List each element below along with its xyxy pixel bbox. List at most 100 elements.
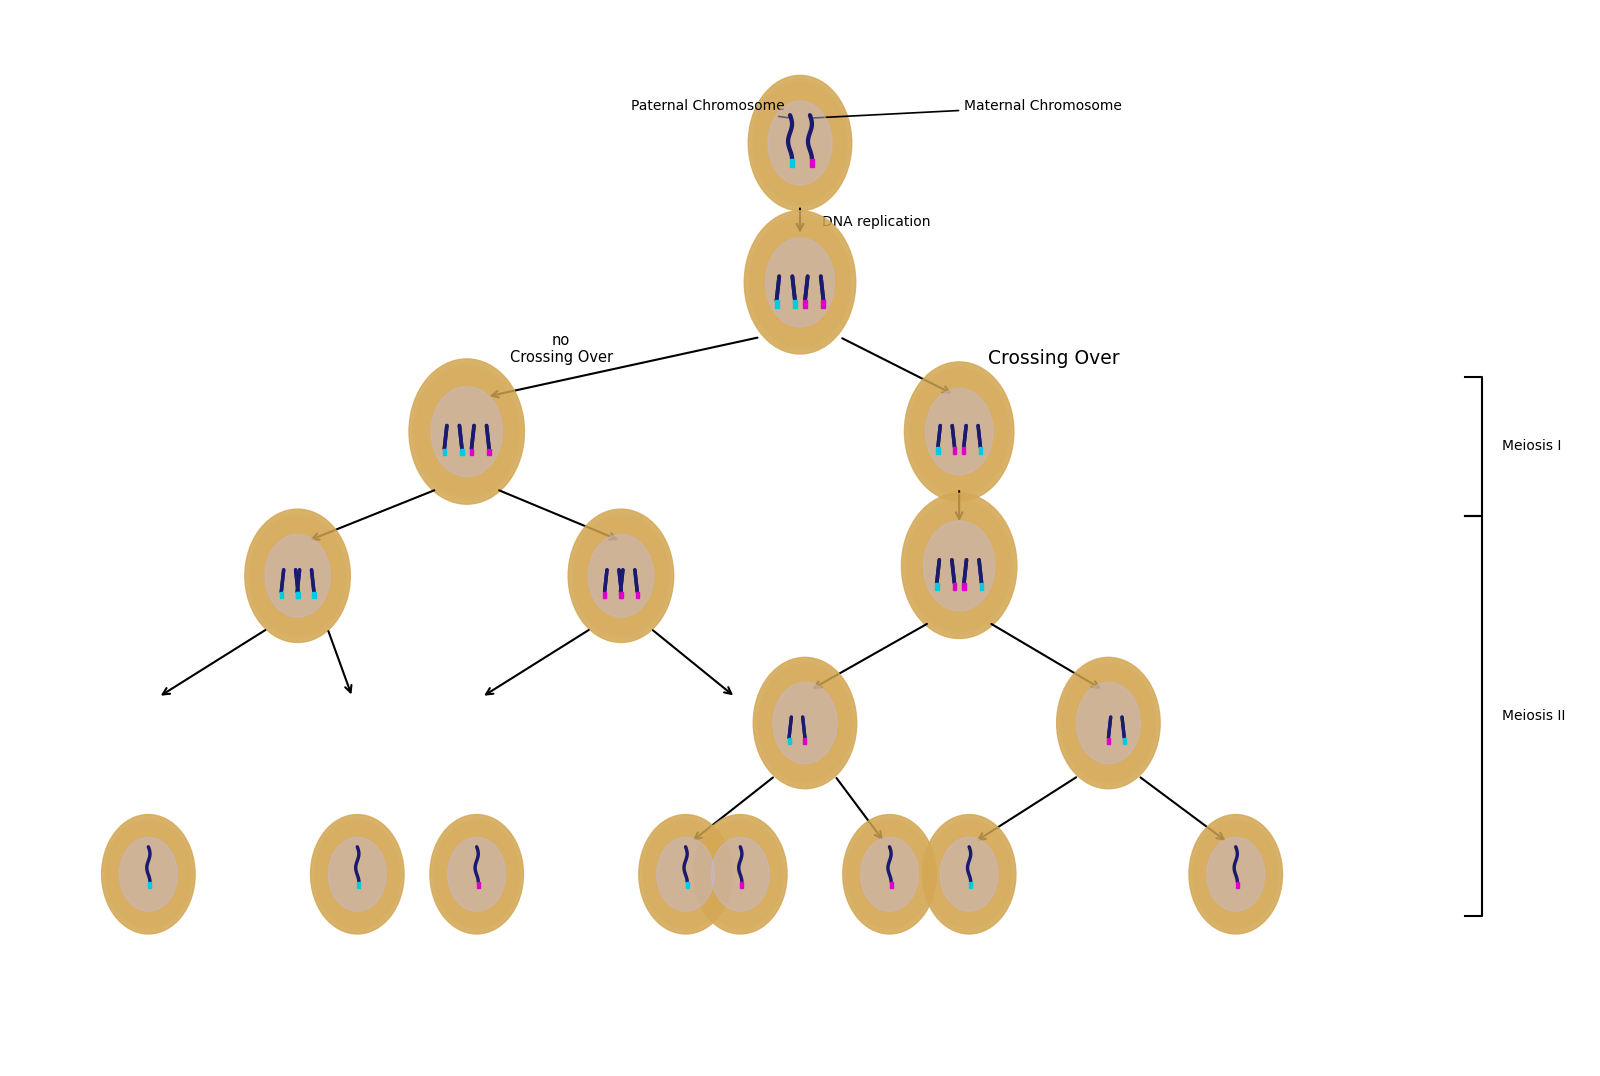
Ellipse shape: [102, 815, 195, 934]
Ellipse shape: [747, 214, 853, 351]
Ellipse shape: [432, 818, 522, 931]
Ellipse shape: [589, 535, 654, 618]
Ellipse shape: [416, 368, 517, 495]
Ellipse shape: [1190, 816, 1282, 933]
FancyBboxPatch shape: [962, 583, 966, 590]
Ellipse shape: [106, 819, 192, 930]
Ellipse shape: [1077, 682, 1141, 764]
Ellipse shape: [310, 815, 405, 934]
Ellipse shape: [430, 815, 523, 934]
Ellipse shape: [926, 819, 1013, 930]
FancyBboxPatch shape: [803, 300, 806, 308]
Ellipse shape: [107, 822, 189, 926]
Ellipse shape: [904, 362, 1014, 501]
Ellipse shape: [925, 388, 994, 475]
Ellipse shape: [749, 75, 851, 211]
Ellipse shape: [765, 238, 835, 327]
Ellipse shape: [694, 816, 786, 933]
Ellipse shape: [698, 819, 784, 930]
FancyBboxPatch shape: [952, 583, 957, 590]
Ellipse shape: [435, 821, 518, 928]
Ellipse shape: [755, 84, 845, 202]
Ellipse shape: [843, 815, 936, 934]
Text: Paternal Chromosome: Paternal Chromosome: [630, 99, 789, 117]
Ellipse shape: [250, 515, 346, 636]
Ellipse shape: [909, 502, 1010, 629]
Ellipse shape: [693, 815, 787, 934]
Ellipse shape: [749, 216, 851, 349]
Ellipse shape: [315, 821, 400, 928]
Ellipse shape: [699, 822, 781, 926]
Ellipse shape: [922, 815, 1016, 934]
FancyBboxPatch shape: [803, 738, 806, 744]
Ellipse shape: [1056, 657, 1160, 789]
Ellipse shape: [925, 818, 1013, 931]
Ellipse shape: [411, 360, 523, 502]
Ellipse shape: [1059, 661, 1157, 785]
Text: no
Crossing Over: no Crossing Over: [510, 332, 613, 365]
Ellipse shape: [1056, 657, 1160, 789]
Ellipse shape: [904, 362, 1014, 501]
Ellipse shape: [923, 816, 1014, 933]
FancyBboxPatch shape: [477, 882, 480, 888]
Ellipse shape: [752, 81, 848, 206]
Ellipse shape: [413, 365, 520, 499]
Ellipse shape: [642, 819, 730, 930]
Ellipse shape: [1192, 818, 1280, 931]
Ellipse shape: [1194, 821, 1278, 928]
Text: Meiosis I: Meiosis I: [1502, 439, 1562, 453]
FancyBboxPatch shape: [488, 449, 491, 455]
Ellipse shape: [410, 359, 525, 505]
Ellipse shape: [248, 512, 347, 639]
Ellipse shape: [912, 370, 1006, 493]
FancyBboxPatch shape: [979, 583, 984, 590]
FancyBboxPatch shape: [787, 738, 790, 744]
Ellipse shape: [411, 363, 522, 500]
Ellipse shape: [106, 821, 190, 928]
Ellipse shape: [749, 75, 851, 211]
Ellipse shape: [755, 659, 856, 787]
Text: Meiosis II: Meiosis II: [1502, 709, 1566, 723]
Ellipse shape: [573, 514, 670, 637]
Ellipse shape: [250, 514, 346, 637]
FancyBboxPatch shape: [979, 448, 982, 454]
Ellipse shape: [922, 815, 1016, 934]
FancyBboxPatch shape: [962, 448, 965, 454]
Ellipse shape: [245, 509, 350, 642]
Ellipse shape: [750, 217, 850, 346]
Ellipse shape: [926, 821, 1011, 928]
FancyBboxPatch shape: [296, 592, 299, 598]
Ellipse shape: [642, 818, 730, 931]
Ellipse shape: [861, 837, 918, 911]
Ellipse shape: [910, 369, 1008, 494]
Ellipse shape: [568, 509, 674, 642]
Ellipse shape: [317, 822, 398, 926]
FancyBboxPatch shape: [1107, 738, 1110, 744]
Ellipse shape: [571, 512, 670, 639]
Ellipse shape: [906, 364, 1013, 499]
Ellipse shape: [754, 657, 856, 789]
Ellipse shape: [1062, 666, 1154, 780]
Ellipse shape: [1192, 819, 1278, 930]
Ellipse shape: [448, 837, 506, 911]
Ellipse shape: [310, 815, 405, 934]
FancyBboxPatch shape: [790, 159, 794, 167]
Ellipse shape: [245, 509, 350, 642]
Ellipse shape: [848, 822, 931, 926]
Ellipse shape: [102, 816, 194, 933]
Ellipse shape: [752, 220, 848, 345]
Ellipse shape: [755, 661, 854, 785]
Ellipse shape: [643, 821, 728, 928]
Ellipse shape: [754, 657, 856, 789]
Ellipse shape: [656, 837, 715, 911]
Ellipse shape: [846, 819, 933, 930]
Ellipse shape: [638, 815, 733, 934]
Ellipse shape: [640, 816, 731, 933]
FancyBboxPatch shape: [686, 882, 688, 888]
Ellipse shape: [312, 816, 403, 933]
FancyBboxPatch shape: [280, 592, 283, 598]
Ellipse shape: [314, 819, 400, 930]
FancyBboxPatch shape: [149, 882, 152, 888]
Ellipse shape: [1195, 822, 1277, 926]
FancyBboxPatch shape: [296, 592, 299, 598]
